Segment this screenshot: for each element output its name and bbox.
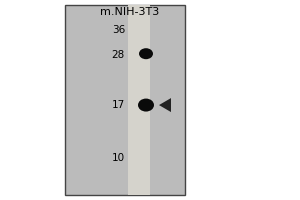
Bar [65,5,185,195]
Text: 17: 17 [112,100,125,110]
Polygon shape [159,98,171,112]
Bar [128,5,150,195]
Text: 36: 36 [112,25,125,35]
Text: 28: 28 [112,50,125,60]
Text: m.NIH-3T3: m.NIH-3T3 [100,7,160,17]
Ellipse shape [139,48,153,59]
Ellipse shape [138,99,154,112]
Text: 10: 10 [112,153,125,163]
